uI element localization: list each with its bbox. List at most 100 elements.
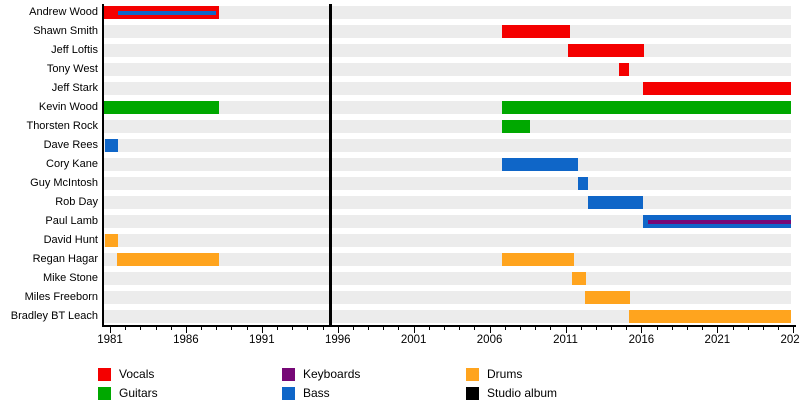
axis-tick-label: 2021 — [704, 334, 731, 346]
axis-major-tick — [565, 327, 567, 333]
member-bar-stripe — [117, 10, 216, 15]
axis-minor-tick — [216, 327, 218, 330]
axis-minor-tick — [550, 327, 552, 330]
axis-minor-tick — [383, 327, 385, 330]
axis-minor-tick — [322, 327, 324, 330]
row-track — [103, 253, 791, 266]
row-track — [103, 6, 791, 19]
axis-major-tick — [185, 327, 187, 333]
legend-item-studio-album: Studio album — [466, 386, 557, 400]
row-track — [103, 310, 791, 323]
row-track — [103, 196, 791, 209]
axis-tick-label: 2011 — [553, 334, 578, 346]
row-track — [103, 44, 791, 57]
axis-minor-tick — [246, 327, 248, 330]
member-bar — [585, 291, 631, 304]
legend-item-vocals: Vocals — [98, 367, 154, 381]
guitars-color-swatch — [98, 386, 111, 400]
vocals-color-swatch — [98, 367, 111, 381]
axis-minor-tick — [626, 327, 628, 330]
axis-minor-tick — [656, 327, 658, 330]
axis-minor-tick — [762, 327, 764, 330]
member-label: Jeff Stark — [51, 82, 98, 94]
member-label: Bradley BT Leach — [10, 310, 98, 322]
axis-major-tick — [337, 327, 339, 333]
axis-minor-tick — [504, 327, 506, 330]
row-track — [103, 25, 791, 38]
axis-tick-label: 2016 — [628, 334, 655, 346]
axis-minor-tick — [611, 327, 613, 330]
member-bar — [116, 253, 219, 266]
member-label: Regan Hagar — [32, 253, 98, 265]
studio-album-color-swatch — [466, 386, 479, 400]
legend-label: Bass — [303, 386, 330, 400]
legend-label: Keyboards — [303, 367, 361, 381]
member-bar — [587, 196, 643, 209]
axis-major-tick — [109, 327, 111, 333]
axis-minor-tick — [368, 327, 370, 330]
axis-major-tick — [261, 327, 263, 333]
axis-minor-tick — [307, 327, 309, 330]
member-label: Mike Stone — [42, 272, 98, 284]
axis-tick-label: 1991 — [249, 334, 275, 346]
y-axis-line — [102, 4, 104, 325]
axis-major-tick — [489, 327, 491, 333]
member-label: Tony West — [46, 63, 98, 75]
row-track — [103, 234, 791, 247]
axis-minor-tick — [778, 327, 780, 330]
axis-major-tick — [641, 327, 643, 333]
legend-item-guitars: Guitars — [98, 386, 158, 400]
axis-minor-tick — [170, 327, 172, 330]
legend-label: Vocals — [119, 367, 155, 381]
axis-tick-label: 1996 — [324, 334, 351, 346]
bass-color-swatch — [282, 386, 295, 400]
member-bar — [105, 139, 119, 152]
axis-minor-tick — [125, 327, 127, 330]
member-bar — [578, 177, 589, 190]
member-label: Cory Kane — [46, 158, 98, 170]
row-track — [103, 158, 791, 171]
legend-label: Guitars — [119, 386, 158, 400]
axis-minor-tick — [474, 327, 476, 330]
axis-minor-tick — [519, 327, 521, 330]
axis-minor-tick — [459, 327, 461, 330]
legend-item-drums: Drums — [466, 367, 522, 381]
x-axis-line — [102, 325, 796, 327]
member-label: Thorsten Rock — [26, 120, 98, 132]
studio-album-marker — [329, 4, 333, 327]
axis-minor-tick — [595, 327, 597, 330]
member-label: Andrew Wood — [29, 6, 98, 18]
axis-minor-tick — [155, 327, 157, 330]
member-label: Paul Lamb — [45, 215, 98, 227]
legend-item-keyboards: Keyboards — [282, 367, 360, 381]
axis-tick-label: 2026 — [780, 334, 800, 346]
axis-tick-label: 2001 — [400, 334, 427, 346]
member-bar — [619, 63, 630, 76]
axis-tick-label: 2006 — [476, 334, 503, 346]
row-track — [103, 272, 791, 285]
drums-color-swatch — [466, 367, 479, 381]
member-label: Guy McIntosh — [30, 177, 98, 189]
axis-minor-tick — [201, 327, 203, 330]
member-label: Miles Freeborn — [24, 291, 98, 303]
legend-item-bass: Bass — [282, 386, 330, 400]
axis-minor-tick — [686, 327, 688, 330]
axis-minor-tick — [231, 327, 233, 330]
axis-tick-label: 1986 — [173, 334, 199, 346]
row-track — [103, 63, 791, 76]
member-bar — [502, 101, 791, 114]
member-bar-stripe — [647, 219, 791, 224]
row-track — [103, 215, 791, 228]
axis-minor-tick — [140, 327, 142, 330]
axis-minor-tick — [398, 327, 400, 330]
axis-major-tick — [717, 327, 719, 333]
axis-major-tick — [793, 327, 795, 333]
row-track — [103, 139, 791, 152]
axis-minor-tick — [747, 327, 749, 330]
member-bar — [642, 82, 791, 95]
member-bar — [501, 25, 571, 38]
member-label: Jeff Loftis — [51, 44, 98, 56]
axis-minor-tick — [428, 327, 430, 330]
axis-minor-tick — [535, 327, 537, 330]
member-label: David Hunt — [43, 234, 98, 246]
